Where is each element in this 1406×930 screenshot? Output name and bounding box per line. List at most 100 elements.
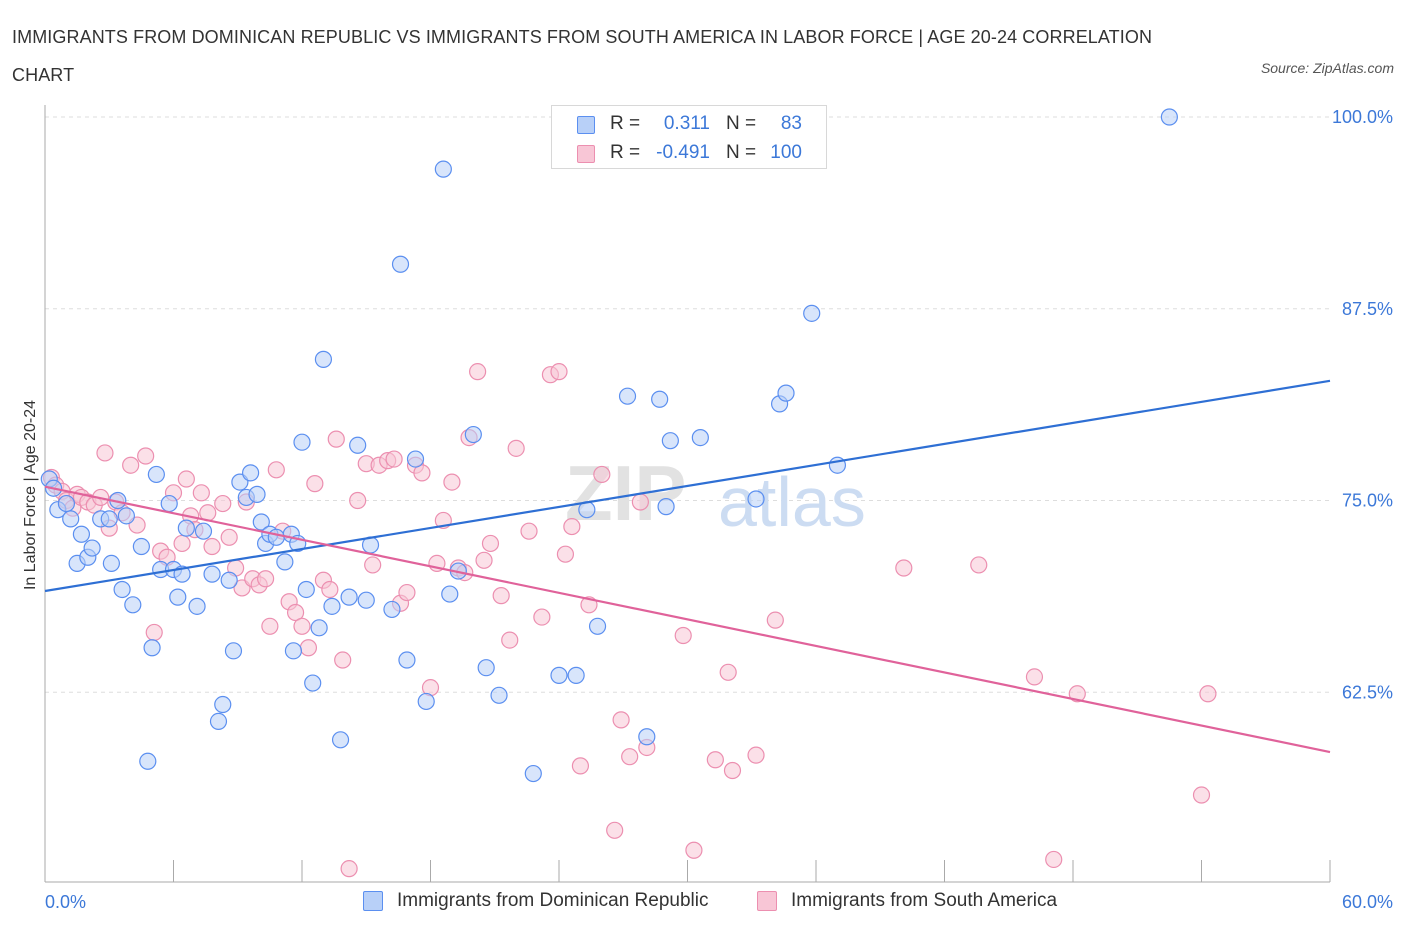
source-label: Source: ZipAtlas.com [1260,60,1394,76]
data-point [621,748,639,766]
data-point [177,470,195,488]
data-point [340,860,358,878]
data-point [252,513,270,531]
data-point [214,494,232,513]
data-point [501,631,519,649]
data-point [143,639,161,657]
n-label: N = [726,113,757,134]
chart-title: IMMIGRANTS FROM DOMINICAN REPUBLIC VS IM… [12,27,1153,85]
data-point [327,430,345,448]
data-point [188,597,206,615]
data-point [691,429,709,447]
data-point [177,519,195,537]
data-point [357,591,375,609]
data-point [203,537,221,556]
data-point [612,711,630,729]
data-point [398,651,416,669]
data-point [481,534,500,553]
data-point [364,556,382,574]
data-point [441,585,459,603]
data-point [588,617,607,635]
n-label: N = [726,142,757,163]
data-point [657,498,675,516]
data-point [267,528,285,546]
watermark-atlas: atlas [718,463,866,541]
data-point [62,510,80,528]
correlation-legend: R = 0.311 N = 83 R = -0.491 N = 100 [551,105,827,169]
data-point [1160,108,1178,126]
data-point [214,695,232,714]
data-point [293,433,311,451]
r-label: R = [610,113,641,134]
legend-row-pink: R = -0.491 N = 100 [552,138,826,168]
data-point [147,465,165,484]
data-point [563,517,581,536]
data-point [475,551,493,569]
y-tick-label: 100.0% [1332,107,1393,127]
data-point [173,534,191,553]
data-point [306,475,324,493]
data-point [284,642,303,660]
data-point [661,432,679,450]
data-point [674,626,692,645]
series-south-america [42,363,1217,878]
data-point [194,522,213,540]
data-point [323,597,341,615]
x-tick-label: 60.0% [1342,892,1393,912]
data-point [132,537,150,556]
legend-row-blue: R = 0.311 N = 83 [552,109,826,139]
data-point [567,666,585,684]
data-point [970,556,988,574]
data-point [267,461,285,479]
data-point [417,692,435,711]
r-value-pink: -0.491 [656,142,710,163]
data-point [550,363,568,381]
data-point [102,554,120,572]
data-point [297,580,315,599]
data-point [895,559,913,577]
data-point [571,757,590,775]
data-point [261,617,279,635]
data-point [100,510,118,528]
n-value-blue: 83 [780,113,802,134]
data-point [723,761,742,780]
data-point [1068,685,1086,703]
data-point [443,473,461,491]
data-point [256,570,275,588]
data-point [507,439,525,457]
data-point [706,751,724,769]
data-point [398,583,416,602]
data-point [113,580,131,599]
data-point [383,600,401,619]
data-point [57,494,76,513]
watermark-zip: ZIP [565,449,686,537]
series-dominican-republic [40,108,1178,783]
data-point [747,746,765,764]
legend-item-south-america: Immigrants from South America [757,888,1097,916]
data-point [520,522,538,540]
legend-label-blue: Immigrants from Dominican Republic [397,890,709,911]
data-point [122,456,140,474]
data-point [220,528,238,546]
data-point [299,639,318,657]
data-point [83,539,101,557]
data-point [248,485,266,503]
data-point [310,619,328,637]
data-point [606,821,624,839]
data-point [490,686,508,704]
tick-labels: 100.0% 87.5% 75.0% 62.5% 0.0% 60.0% [45,107,1393,912]
data-point [340,588,358,606]
data-point [406,450,425,468]
data-point [618,387,637,405]
data-point [747,490,765,508]
data-point [631,493,649,511]
data-point [349,491,367,510]
data-point [160,494,178,513]
data-point [242,464,260,482]
data-point [293,617,311,635]
data-point [224,642,243,660]
data-point [719,663,737,681]
data-point [651,390,669,408]
data-point [469,363,487,381]
pink-square-icon [757,891,777,911]
